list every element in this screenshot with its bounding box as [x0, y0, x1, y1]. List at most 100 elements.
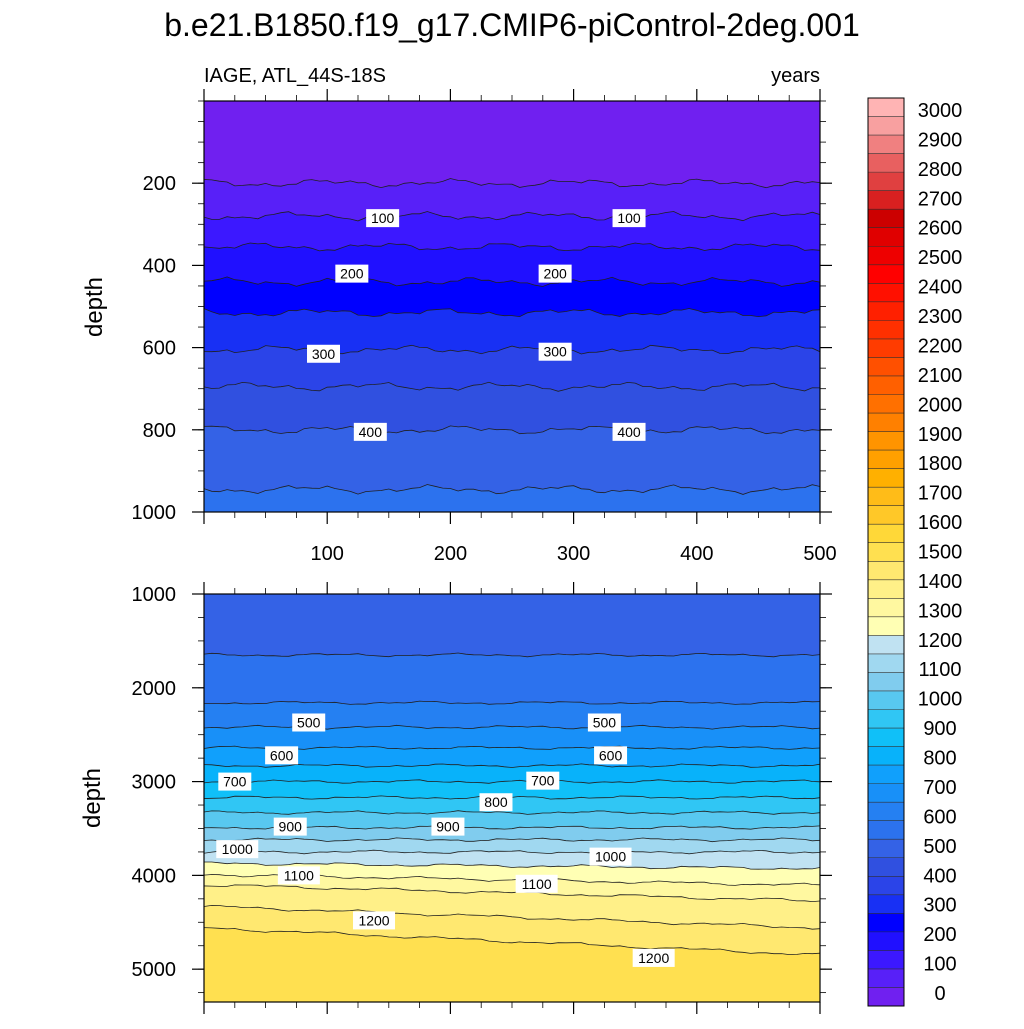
colorbar-cell: [868, 542, 904, 562]
contour-label-text: 900: [436, 819, 460, 835]
y-tick-label: 3000: [132, 772, 177, 794]
contour-label-text: 200: [340, 266, 364, 282]
contour-line: [204, 211, 820, 222]
colorbar-label: 1600: [918, 512, 963, 534]
contour-line: [204, 849, 820, 855]
contour-label: 200: [335, 264, 369, 283]
colorbar-cell: [868, 190, 904, 210]
contour-line: [204, 927, 820, 956]
contour-label-text: 100: [617, 210, 641, 226]
colorbar-cell: [868, 728, 904, 747]
contour-line: [204, 276, 820, 287]
colorbar-cell: [868, 746, 904, 766]
colorbar-cell: [868, 98, 904, 117]
contour-line: [204, 904, 820, 930]
colorbar-label: 2400: [918, 277, 963, 299]
contour-label-text: 600: [270, 747, 294, 763]
colorbar-cell: [868, 598, 904, 618]
contour-line: [204, 652, 820, 658]
colorbar-cell: [868, 338, 904, 358]
colorbar-label: 2500: [918, 247, 963, 269]
contour-label-text: 1200: [358, 912, 389, 928]
colorbar-cell: [868, 375, 904, 395]
colorbar-cell: [868, 616, 904, 636]
colorbar-cell: [868, 894, 904, 914]
contour-label-text: 300: [312, 346, 336, 362]
colorbar-label: 900: [923, 718, 956, 740]
colorbar-label: 1700: [918, 483, 963, 505]
contour-label: 300: [538, 342, 572, 361]
y-tick-label: 5000: [132, 959, 177, 981]
colorbar-label: 600: [923, 806, 956, 828]
colorbar-label: 1500: [918, 542, 963, 564]
colorbar-cell: [868, 394, 904, 414]
colorbar-cell: [868, 320, 904, 340]
colorbar-label: 3000: [918, 100, 963, 122]
colorbar-frame: [867, 97, 905, 1007]
colorbar-label: 1400: [918, 571, 963, 593]
contour-line: [204, 779, 820, 784]
colorbar-cell: [868, 116, 904, 136]
colorbar-cell: [868, 246, 904, 266]
colorbar-cell: [868, 820, 904, 840]
colorbar-label: 1000: [918, 689, 963, 711]
contour-line: [204, 837, 820, 843]
contour-label: 1100: [277, 866, 320, 885]
contour-label-text: 400: [359, 424, 383, 440]
y-tick-label: 4000: [132, 865, 177, 887]
upper-panel: 100 100 200 200 300 300 400 400 200 400 600 800 1000…: [132, 89, 837, 565]
lower-panel: 500 500 600 600 700 700 800 900 900 1000 1000 1100 1…: [132, 582, 832, 1014]
y-tick-label: 200: [143, 173, 176, 195]
colorbar-cell: [868, 153, 904, 173]
colorbar-cell: [868, 913, 904, 933]
contour-label-text: 100: [371, 210, 395, 226]
colorbar-cell: [868, 468, 904, 488]
colorbar-label: 2700: [918, 188, 963, 210]
contour-line: [204, 861, 820, 870]
x-tick-label: 400: [680, 543, 713, 565]
colorbar-cell: [868, 227, 904, 247]
colorbar-cell: [868, 172, 904, 191]
contour-label-text: 500: [297, 714, 321, 730]
x-tick-label: 100: [311, 543, 344, 565]
contour-label: 1100: [515, 874, 558, 893]
colorbar-label: 400: [923, 865, 956, 887]
colorbar-cell: [868, 264, 904, 284]
upper-ylabel: depth: [81, 277, 108, 337]
colorbar-cell: [868, 857, 904, 877]
colorbar-cell: [868, 135, 904, 154]
contour-label: 300: [307, 344, 341, 363]
contour-line: [204, 381, 820, 392]
contour-line: [204, 178, 820, 189]
contour-label: 100: [612, 209, 646, 228]
contour-line: [204, 700, 820, 705]
colorbar-cell: [868, 968, 904, 988]
contour-band: [204, 927, 820, 1002]
contour-label-text: 700: [531, 773, 555, 789]
contour-label: 700: [218, 772, 252, 791]
colorbar-label: 1900: [918, 424, 963, 446]
contour-label-text: 200: [543, 266, 567, 282]
contour-band: [204, 484, 820, 512]
colorbar-label: 100: [923, 954, 956, 976]
contour-line: [204, 425, 820, 435]
contour-label-text: 700: [223, 774, 247, 790]
contour-label-text: 1100: [522, 876, 552, 892]
contour-label: 400: [612, 422, 646, 441]
contour-label-text: 800: [484, 794, 508, 810]
contour-label-text: 300: [543, 344, 567, 360]
colorbar-label: 2800: [918, 159, 963, 181]
colorbar-cell: [868, 301, 904, 321]
contour-label: 600: [265, 746, 299, 765]
y-tick-label: 600: [143, 338, 176, 360]
contour-label: 900: [273, 817, 307, 836]
contour-label-text: 500: [593, 714, 617, 730]
lower-ylabel: depth: [79, 768, 106, 828]
colorbar-cell: [868, 690, 904, 710]
colorbar-cell: [868, 209, 904, 229]
contour-label: 200: [538, 264, 572, 283]
contour-line: [204, 763, 820, 768]
contour-label: 900: [431, 817, 465, 836]
contour-line: [204, 344, 820, 355]
